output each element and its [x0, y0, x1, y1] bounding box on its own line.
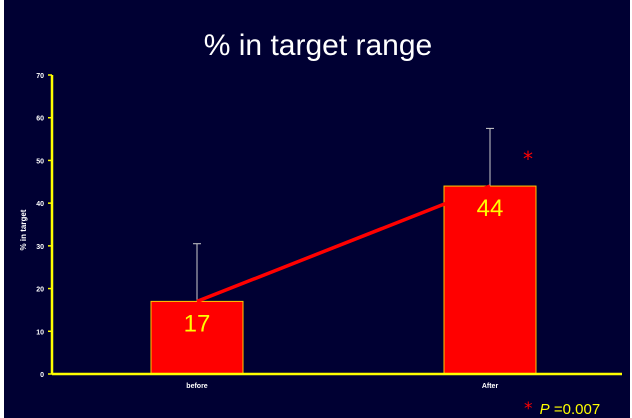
- y-tick-label: 50: [36, 158, 44, 165]
- y-tick-label: 20: [36, 287, 44, 294]
- y-tick-label: 70: [36, 73, 44, 80]
- connecting-line-group: [196, 184, 491, 304]
- significance-star: *: [523, 147, 533, 171]
- x-tick-label-before: before: [186, 383, 208, 390]
- y-tick-label: 40: [36, 201, 44, 208]
- p-value-text: =0.007: [554, 401, 600, 418]
- y-axis-ticks: 0 10 20 30 40 50 60 70: [36, 73, 52, 379]
- y-tick-label: 10: [36, 329, 44, 336]
- y-tick-label: 30: [36, 244, 44, 251]
- axes: [50, 75, 622, 376]
- data-label-before: 17: [184, 310, 211, 337]
- p-value-star: *: [524, 399, 533, 418]
- p-value-prefix: P: [540, 401, 550, 418]
- chart-title: % in target range: [204, 29, 432, 62]
- bar-after: [443, 185, 537, 375]
- connecting-line: [196, 184, 491, 304]
- y-tick-label: 0: [40, 372, 44, 379]
- data-label-after: 44: [477, 195, 504, 222]
- x-tick-label-after: After: [482, 383, 499, 390]
- p-value-annotation: * P =0.007: [524, 399, 600, 418]
- x-axis-labels: before After: [186, 383, 498, 390]
- y-axis-label: % in target: [19, 209, 28, 250]
- y-tick-label: 60: [36, 116, 44, 123]
